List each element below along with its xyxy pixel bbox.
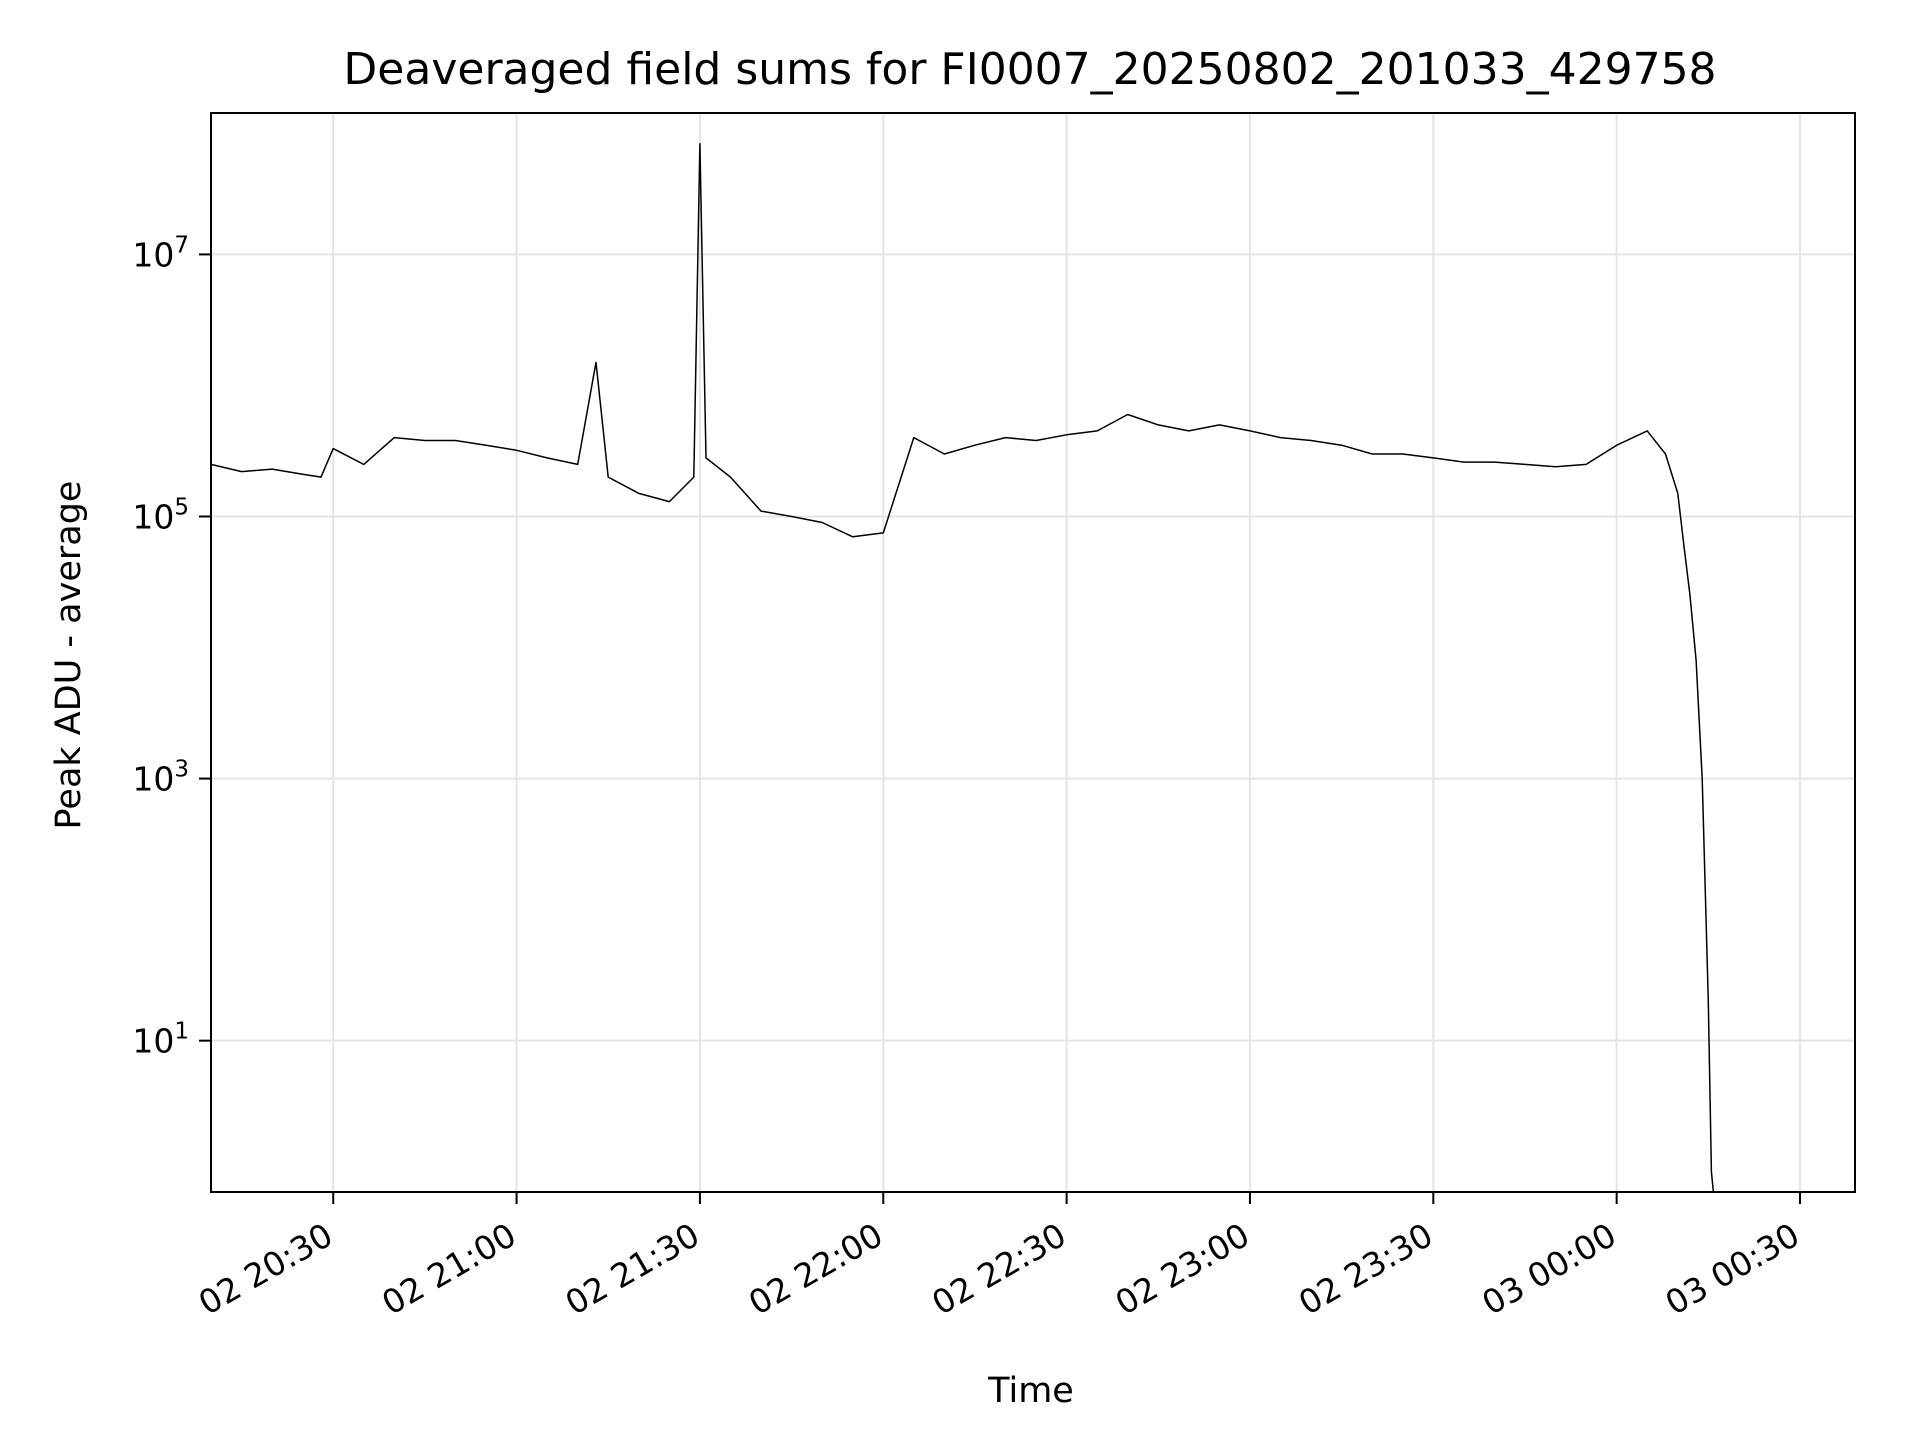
- y-tick-label: 101: [132, 1019, 189, 1061]
- y-tick-label: 103: [132, 757, 189, 799]
- plot-frame: [210, 112, 1856, 1193]
- y-tick-label: 107: [132, 232, 189, 274]
- y-axis-label: Peak ADU - average: [49, 481, 89, 830]
- series-layer: [210, 142, 1715, 1193]
- chart-title: Deaveraged field sums for FI0007_2025080…: [343, 44, 1716, 95]
- y-tick-label: 105: [132, 494, 189, 536]
- series-line: [210, 142, 1715, 1193]
- grid-lines: [211, 113, 1855, 1192]
- x-axis-label: Time: [987, 1371, 1074, 1411]
